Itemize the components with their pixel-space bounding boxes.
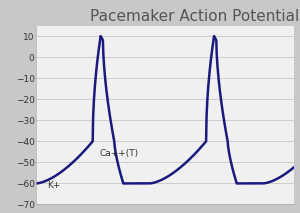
Text: Pacemaker Action Potential: Pacemaker Action Potential (90, 9, 299, 24)
Text: K+: K+ (47, 181, 61, 190)
Text: Ca++(T): Ca++(T) (100, 149, 139, 158)
